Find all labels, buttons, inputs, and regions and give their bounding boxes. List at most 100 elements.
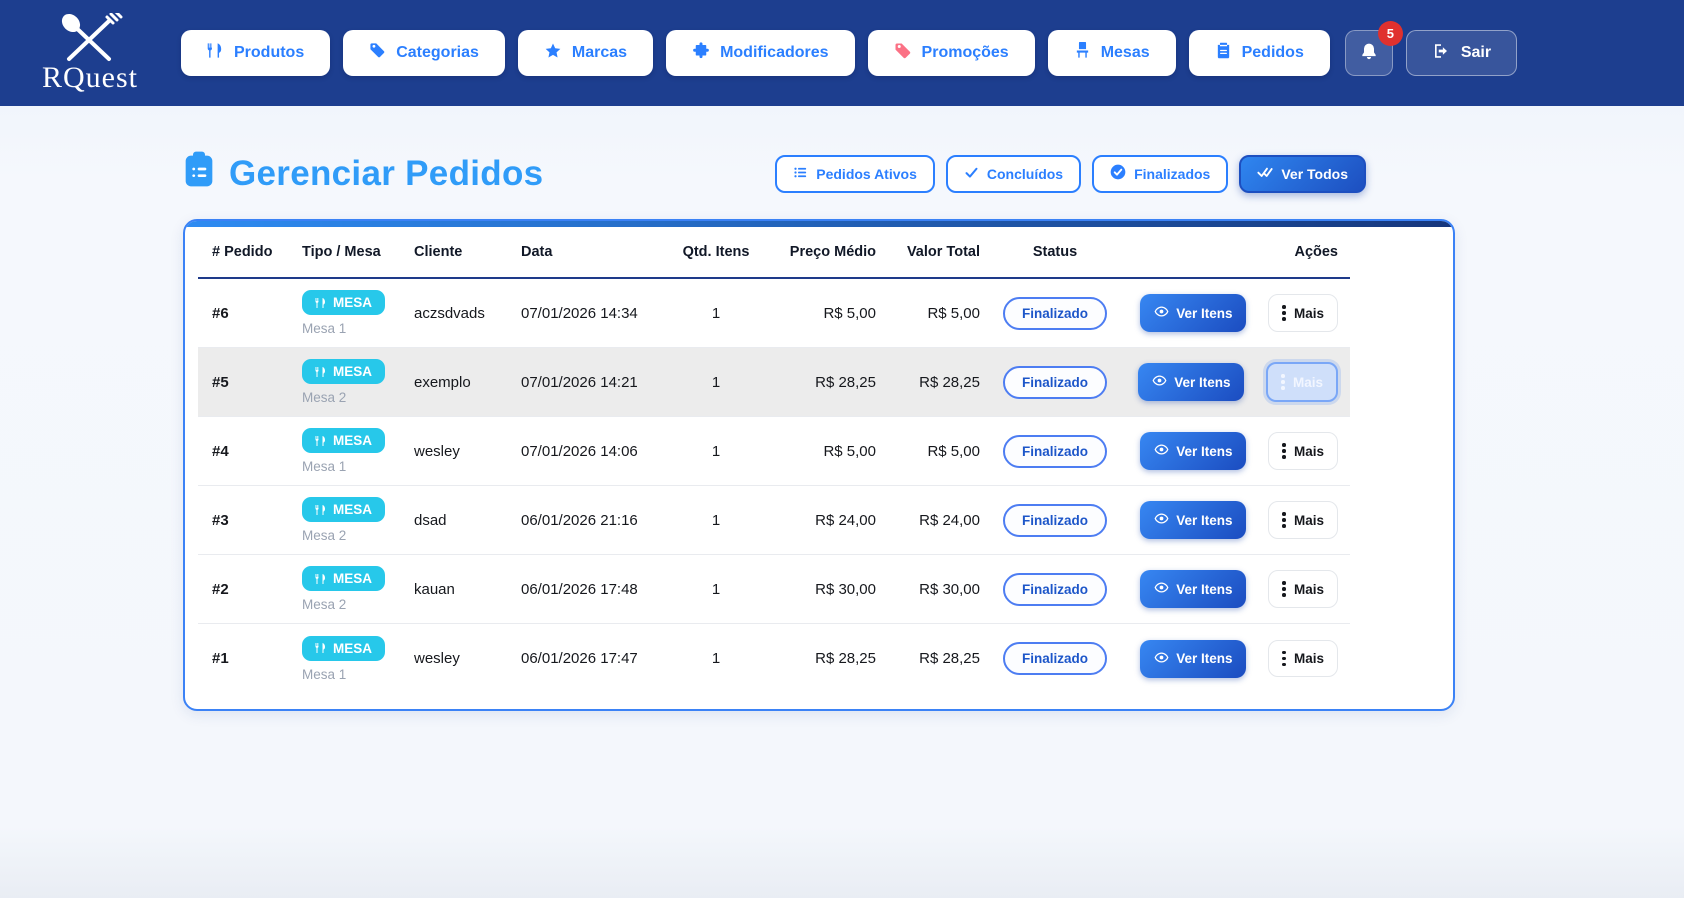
- view-items-button[interactable]: Ver Itens: [1140, 639, 1247, 678]
- col-pedido: # Pedido: [212, 244, 273, 260]
- more-button[interactable]: Mais: [1268, 432, 1338, 470]
- kebab-icon: [1282, 305, 1286, 321]
- view-items-button[interactable]: Ver Itens: [1140, 501, 1247, 539]
- more-button[interactable]: Mais: [1266, 362, 1338, 402]
- table-header-row: # Pedido Tipo / Mesa Cliente Data Qtd. I…: [198, 227, 1350, 279]
- order-avg-price: R$ 30,00: [815, 580, 876, 598]
- col-preco-medio: Preço Médio: [789, 244, 876, 260]
- utensils-icon: [207, 42, 224, 64]
- notification-count-badge: 5: [1377, 21, 1403, 46]
- order-qty: 1: [711, 650, 721, 667]
- eye-icon: [1154, 442, 1169, 460]
- nav-produtos-button[interactable]: Produtos: [181, 30, 331, 76]
- view-items-button[interactable]: Ver Itens: [1140, 432, 1247, 470]
- status-badge: Finalizado: [1002, 503, 1107, 537]
- order-date: 07/01/2026 14:06: [521, 442, 638, 460]
- filter-buttons: Pedidos Ativos Concluídos Finalizados Ve…: [775, 154, 1366, 193]
- eye-icon: [1154, 304, 1169, 322]
- view-items-button[interactable]: Ver Itens: [1140, 294, 1247, 332]
- nav-categorias-button[interactable]: Categorias: [343, 30, 505, 76]
- more-button[interactable]: Mais: [1268, 639, 1338, 678]
- kebab-icon: [1281, 374, 1285, 390]
- order-actions-cell: Ver Itens Mais: [1130, 362, 1350, 402]
- table-row: #2 MESA Mesa 2 kauan 06/01/2026 17:48 1 …: [198, 555, 1350, 624]
- order-date: 07/01/2026 14:21: [521, 373, 638, 391]
- col-acoes: Ações: [1294, 244, 1338, 260]
- page-header: Gerenciar Pedidos Pedidos Ativos Concluí…: [183, 150, 1455, 197]
- order-type-cell: MESA Mesa 1: [302, 635, 414, 682]
- brand-logo[interactable]: RQuest: [42, 9, 138, 93]
- utensils-icon: [315, 643, 325, 653]
- order-type-cell: MESA Mesa 1: [302, 290, 414, 336]
- filter-pedidos-ativos-button[interactable]: Pedidos Ativos: [775, 154, 935, 193]
- order-client: aczsdvads: [414, 304, 485, 322]
- order-qty: 1: [711, 511, 721, 529]
- mesa-badge: MESA: [302, 290, 386, 315]
- utensils-icon: [315, 573, 325, 584]
- order-id: #5: [212, 373, 229, 391]
- order-type-cell: MESA Mesa 1: [302, 428, 414, 474]
- more-button[interactable]: Mais: [1268, 501, 1338, 539]
- more-button[interactable]: Mais: [1268, 570, 1338, 608]
- nav-marcas-button[interactable]: Marcas: [517, 30, 654, 76]
- order-id: #3: [212, 511, 229, 529]
- orders-table: # Pedido Tipo / Mesa Cliente Data Qtd. I…: [185, 227, 1453, 693]
- table-row: #1 MESA Mesa 1 wesley 06/01/2026 17:47 1…: [198, 624, 1350, 693]
- mesa-number: Mesa 1: [302, 321, 347, 336]
- order-client: exemplo: [414, 373, 471, 391]
- utensils-icon: [315, 435, 325, 446]
- nav-promocoes-button[interactable]: Promoções: [867, 30, 1035, 76]
- table-row: #4 MESA Mesa 1 wesley 07/01/2026 14:06 1…: [198, 417, 1350, 486]
- view-items-button[interactable]: Ver Itens: [1138, 363, 1245, 401]
- order-status-cell: Finalizado: [980, 434, 1130, 468]
- notifications-button[interactable]: 5: [1344, 21, 1403, 76]
- order-status-cell: Finalizado: [980, 503, 1130, 537]
- mesa-number: Mesa 1: [302, 666, 347, 682]
- nav-modificadores-button[interactable]: Modificadores: [666, 30, 855, 76]
- logout-icon: [1432, 42, 1450, 65]
- order-type-cell: MESA Mesa 2: [302, 359, 414, 405]
- table-top-accent: [185, 221, 1453, 227]
- order-id: #2: [212, 580, 229, 598]
- mesa-number: Mesa 2: [302, 528, 347, 543]
- more-button[interactable]: Mais: [1268, 294, 1338, 332]
- status-badge: Finalizado: [1002, 572, 1107, 606]
- double-check-icon: [1257, 164, 1273, 183]
- eye-icon: [1154, 580, 1169, 598]
- mesa-badge: MESA: [302, 359, 386, 384]
- order-date: 06/01/2026 21:16: [521, 511, 638, 529]
- order-qty: 1: [711, 373, 721, 391]
- navbar: RQuest Produtos Categorias Marcas Modifi…: [0, 0, 1684, 106]
- order-status-cell: Finalizado: [980, 572, 1130, 606]
- order-total: R$ 28,25: [919, 650, 980, 667]
- order-avg-price: R$ 24,00: [815, 511, 876, 529]
- order-total: R$ 24,00: [919, 511, 980, 529]
- order-actions-cell: Ver Itens Mais: [1130, 570, 1350, 608]
- crossed-utensils-icon: [51, 9, 129, 69]
- nav-pedidos-button[interactable]: Pedidos: [1188, 30, 1330, 76]
- bell-icon: [1359, 42, 1379, 65]
- logout-button[interactable]: Sair: [1405, 30, 1518, 76]
- order-status-cell: Finalizado: [980, 296, 1130, 330]
- col-qtd-itens: Qtd. Itens: [682, 244, 750, 260]
- view-items-button[interactable]: Ver Itens: [1140, 570, 1247, 608]
- order-avg-price: R$ 28,25: [815, 373, 876, 391]
- order-avg-price: R$ 5,00: [823, 304, 876, 322]
- nav-mesas-button[interactable]: Mesas: [1047, 30, 1176, 76]
- order-id: #6: [212, 304, 229, 322]
- filter-concluidos-button[interactable]: Concluídos: [945, 154, 1082, 193]
- mesa-badge: MESA: [302, 566, 386, 591]
- page-title: Gerenciar Pedidos: [183, 150, 543, 197]
- list-icon: [793, 165, 808, 183]
- main-content: Gerenciar Pedidos Pedidos Ativos Concluí…: [183, 150, 1455, 711]
- tag-icon: [369, 42, 386, 64]
- filter-ver-todos-button[interactable]: Ver Todos: [1239, 154, 1366, 193]
- table-row: #6 MESA Mesa 1 aczsdvads 07/01/2026 14:3…: [198, 279, 1350, 348]
- status-badge: Finalizado: [1002, 434, 1107, 468]
- order-qty: 1: [711, 580, 721, 598]
- clipboard-title-icon: [183, 150, 215, 197]
- order-total: R$ 5,00: [927, 442, 980, 460]
- order-date: 06/01/2026 17:47: [521, 650, 638, 667]
- kebab-icon: [1282, 581, 1286, 597]
- filter-finalizados-button[interactable]: Finalizados: [1092, 154, 1229, 193]
